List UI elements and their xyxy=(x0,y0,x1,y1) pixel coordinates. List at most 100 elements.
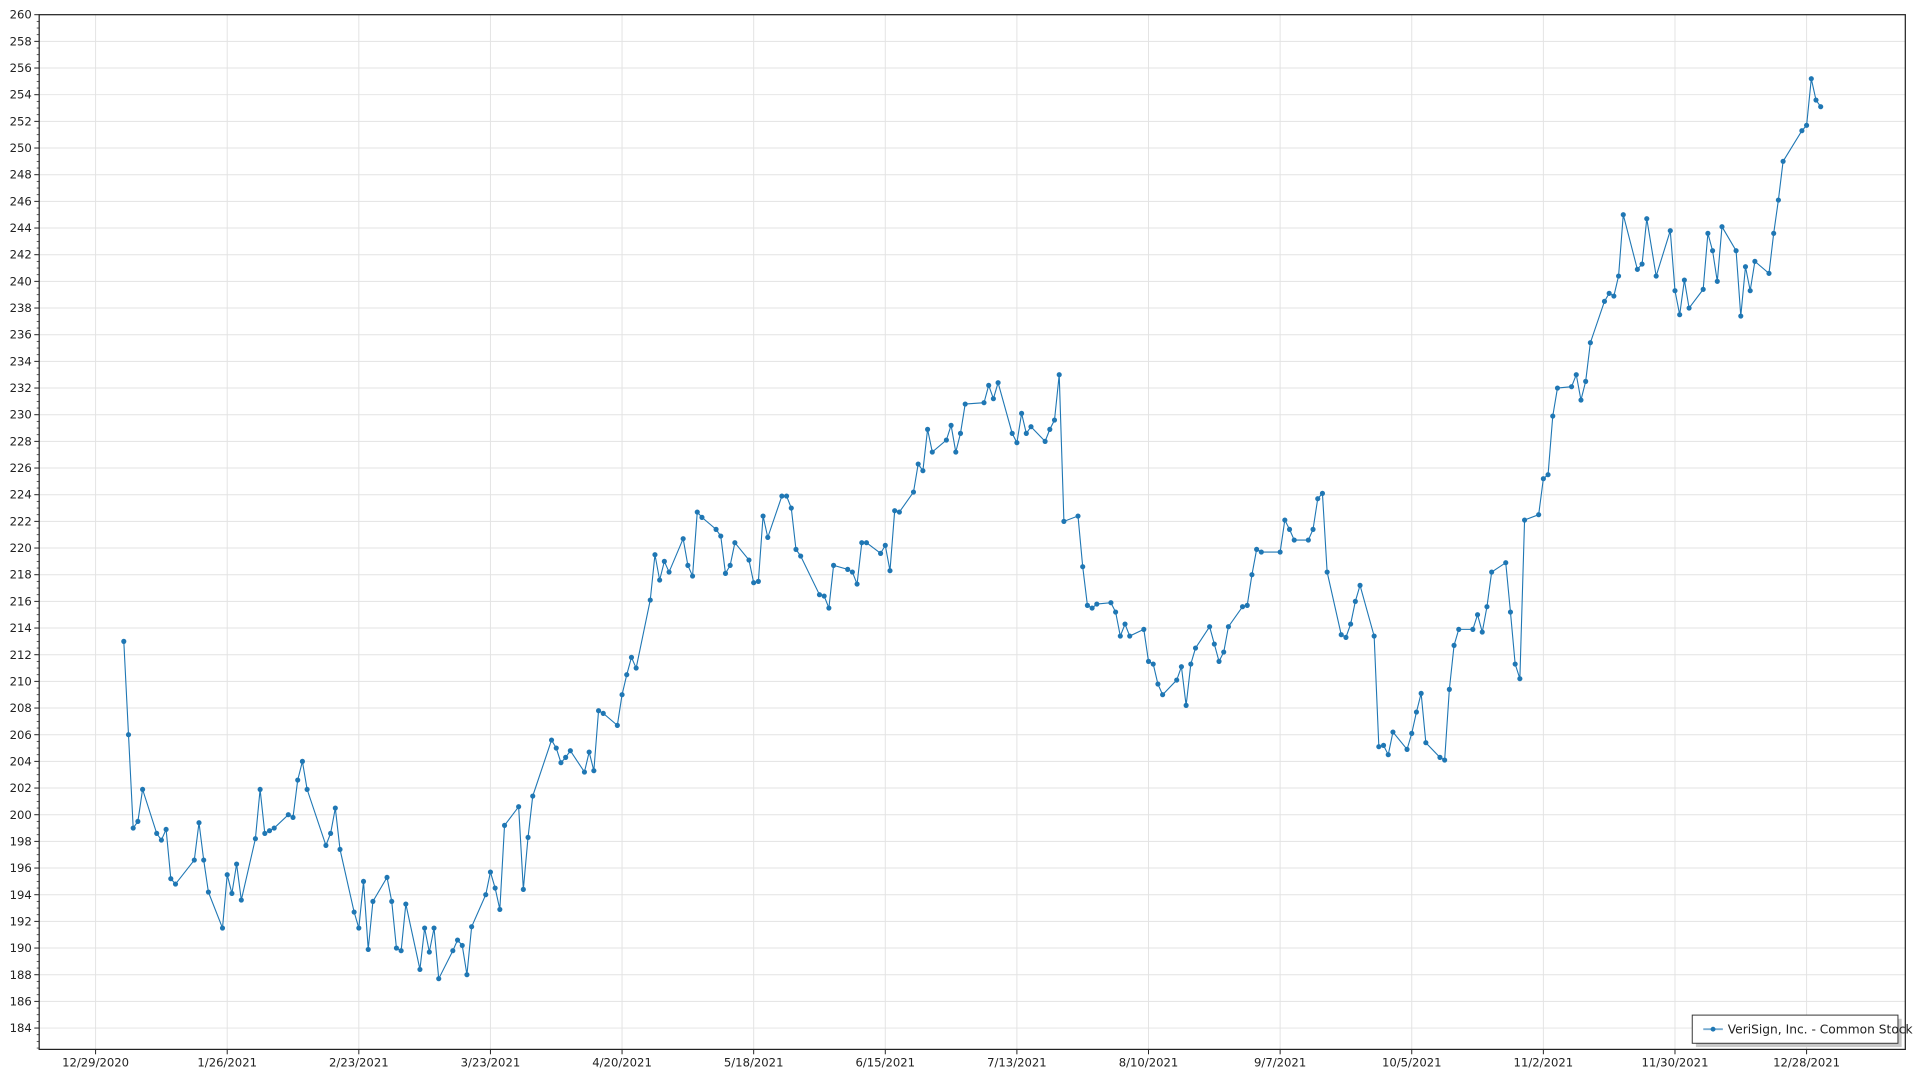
y-tick-label: 236 xyxy=(10,328,32,342)
data-point xyxy=(1174,677,1180,683)
data-point xyxy=(520,886,526,892)
data-point xyxy=(1390,729,1396,735)
data-point xyxy=(1639,261,1645,267)
data-point xyxy=(657,577,663,583)
data-point xyxy=(614,722,620,728)
data-point xyxy=(849,569,855,575)
data-point xyxy=(154,830,160,836)
data-point xyxy=(1799,128,1805,134)
y-tick-label: 246 xyxy=(10,194,32,208)
data-point xyxy=(1192,645,1199,651)
series-line xyxy=(123,78,1822,981)
data-point xyxy=(821,593,827,599)
y-tick-label: 244 xyxy=(10,221,32,235)
data-point xyxy=(1324,569,1330,575)
x-tick-label: 2/23/2021 xyxy=(329,1056,389,1070)
data-point xyxy=(1479,629,1485,635)
data-point xyxy=(1023,430,1029,436)
data-point xyxy=(219,925,226,931)
data-point xyxy=(1611,293,1617,299)
data-point xyxy=(1239,604,1246,610)
y-tick-label: 200 xyxy=(10,808,32,822)
data-point xyxy=(1188,661,1194,667)
data-point xyxy=(831,562,837,568)
data-point xyxy=(431,925,437,931)
data-point xyxy=(586,749,592,755)
data-point xyxy=(1813,97,1819,103)
x-tick-label: 1/26/2021 xyxy=(197,1056,257,1070)
data-point xyxy=(1413,709,1420,715)
data-point xyxy=(1160,692,1166,698)
data-point xyxy=(1089,605,1095,611)
data-point xyxy=(1047,426,1053,432)
data-point xyxy=(1540,476,1546,482)
y-tick-label: 210 xyxy=(10,674,32,688)
data-point xyxy=(1714,278,1720,284)
data-point xyxy=(713,526,719,532)
data-point xyxy=(793,546,799,552)
data-point xyxy=(426,949,432,955)
data-point xyxy=(384,874,390,880)
data-point xyxy=(140,786,146,792)
data-point xyxy=(234,861,240,867)
legend-marker-icon xyxy=(1710,1026,1716,1032)
data-point xyxy=(699,514,705,520)
data-point xyxy=(633,665,639,671)
data-point xyxy=(257,786,263,792)
data-point xyxy=(252,836,258,842)
data-point xyxy=(1700,286,1706,292)
data-point xyxy=(925,426,931,432)
data-point xyxy=(1738,313,1744,319)
data-point xyxy=(1705,230,1711,236)
data-point xyxy=(1601,298,1608,304)
data-point xyxy=(887,568,893,574)
data-point xyxy=(1653,273,1659,279)
data-point xyxy=(1075,513,1081,519)
data-point xyxy=(1733,248,1739,254)
data-point xyxy=(516,804,522,810)
data-point xyxy=(1225,624,1231,630)
data-point xyxy=(1014,440,1020,446)
data-point xyxy=(666,569,672,575)
y-tick-label: 238 xyxy=(10,301,32,315)
data-point xyxy=(1409,730,1415,736)
data-point xyxy=(1672,288,1678,294)
data-point xyxy=(304,786,310,792)
data-point xyxy=(483,892,489,898)
data-point xyxy=(1583,378,1589,384)
data-point xyxy=(957,430,964,436)
y-tick-label: 234 xyxy=(10,354,32,368)
y-tick-label: 192 xyxy=(10,914,32,928)
data-point xyxy=(1451,642,1457,648)
x-tick-label: 3/23/2021 xyxy=(461,1056,521,1070)
data-point xyxy=(530,793,536,799)
data-point xyxy=(1742,264,1749,270)
data-point xyxy=(845,566,851,572)
data-point xyxy=(943,437,949,443)
data-point xyxy=(1376,744,1382,750)
data-point xyxy=(201,857,207,863)
data-point xyxy=(1507,609,1514,615)
data-point xyxy=(981,400,987,406)
y-tick-label: 194 xyxy=(10,888,32,902)
data-point xyxy=(454,937,461,943)
data-point xyxy=(548,737,555,743)
y-tick-label: 220 xyxy=(10,541,32,555)
data-point xyxy=(1319,490,1326,496)
data-point xyxy=(1216,658,1222,664)
data-point xyxy=(1056,372,1062,378)
data-point xyxy=(1207,624,1213,630)
data-point xyxy=(398,948,404,954)
data-point xyxy=(403,901,409,907)
data-point xyxy=(722,570,729,576)
data-point xyxy=(1282,517,1288,523)
data-point xyxy=(1536,512,1542,518)
y-tick-label: 242 xyxy=(10,248,32,262)
data-point xyxy=(628,654,635,660)
y-tick-label: 216 xyxy=(10,594,32,608)
y-tick-label: 232 xyxy=(10,381,32,395)
legend-label: VeriSign, Inc. - Common Stock xyxy=(1728,1022,1914,1036)
data-point xyxy=(1117,633,1123,639)
y-tick-label: 222 xyxy=(10,514,32,528)
data-point xyxy=(1178,664,1184,670)
